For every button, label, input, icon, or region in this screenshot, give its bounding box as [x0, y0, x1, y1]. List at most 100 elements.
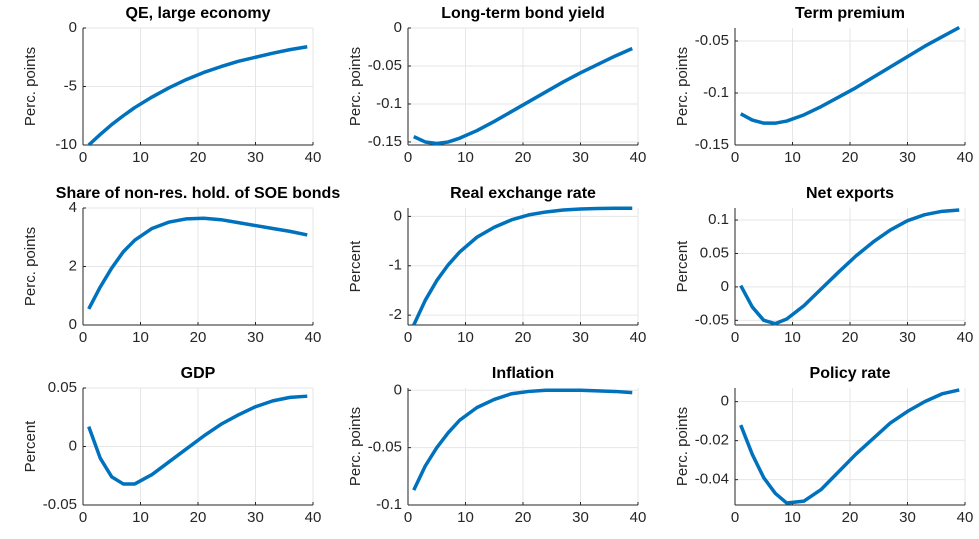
x-tick-label: 40 — [957, 149, 974, 166]
x-tick-label: 30 — [247, 149, 264, 166]
chart-title: Inflation — [492, 365, 554, 382]
y-axis-label: Perc. points — [347, 47, 364, 126]
chart-title: QE, large economy — [126, 5, 271, 22]
x-tick-label: 10 — [457, 149, 474, 166]
x-tick-label: 20 — [190, 329, 207, 346]
x-tick-label: 40 — [305, 329, 322, 346]
x-tick-label: 20 — [842, 509, 859, 526]
data-line — [739, 388, 960, 505]
y-tick-label: 0 — [394, 381, 402, 398]
chart-title: Net exports — [806, 185, 894, 202]
chart-title: Long-term bond yield — [441, 5, 605, 22]
y-axis-label: Perc. points — [22, 227, 39, 306]
y-axis-label: Perc. points — [674, 47, 691, 126]
x-tick-label: 40 — [630, 509, 647, 526]
data-line — [87, 216, 308, 310]
x-tick-label: 0 — [79, 509, 87, 526]
y-tick-label: -5 — [64, 77, 77, 94]
x-tick-label: 30 — [247, 329, 264, 346]
x-tick-label: 10 — [457, 509, 474, 526]
y-tick-label: -0.1 — [376, 95, 402, 112]
x-tick-label: 0 — [404, 149, 412, 166]
y-tick-label: 0.05 — [48, 379, 77, 396]
y-tick-label: 2 — [69, 257, 77, 274]
y-tick-label: -0.05 — [43, 496, 77, 513]
y-axis-label: Percent — [347, 240, 364, 293]
x-tick-label: 0 — [731, 509, 739, 526]
x-tick-label: 40 — [630, 149, 647, 166]
y-tick-label: 4 — [69, 199, 77, 216]
x-tick-label: 30 — [572, 509, 589, 526]
x-tick-label: 10 — [784, 149, 801, 166]
y-tick-label: -0.02 — [695, 432, 729, 449]
x-tick-label: 20 — [515, 329, 532, 346]
chart-title: Share of non-res. hold. of SOE bonds — [56, 185, 341, 202]
y-tick-label: -0.04 — [695, 471, 729, 488]
y-tick-label: -10 — [55, 136, 77, 153]
data-line — [413, 46, 633, 146]
x-tick-label: 10 — [784, 509, 801, 526]
x-tick-label: 0 — [404, 509, 412, 526]
y-tick-label: -1 — [389, 257, 402, 274]
y-axis-label: Percent — [22, 420, 39, 473]
y-tick-label: 0 — [721, 393, 729, 410]
data-line — [412, 206, 633, 326]
x-tick-label: 30 — [899, 509, 916, 526]
x-tick-label: 30 — [899, 149, 916, 166]
y-tick-label: -0.05 — [368, 439, 402, 456]
y-tick-label: -0.05 — [695, 32, 729, 49]
x-tick-label: 10 — [132, 329, 149, 346]
x-tick-label: 30 — [247, 509, 264, 526]
y-tick-label: 0 — [721, 278, 729, 295]
y-tick-label: 0 — [69, 316, 77, 333]
y-tick-label: 0 — [69, 437, 77, 454]
y-tick-label: 0 — [394, 207, 402, 224]
x-tick-label: 0 — [79, 329, 87, 346]
chart-title: Term premium — [795, 5, 905, 22]
x-tick-label: 30 — [572, 329, 589, 346]
y-tick-label: -0.1 — [703, 84, 729, 101]
x-tick-label: 10 — [132, 509, 149, 526]
x-tick-label: 0 — [79, 149, 87, 166]
x-tick-label: 40 — [957, 329, 974, 346]
x-tick-label: 30 — [899, 329, 916, 346]
x-tick-label: 20 — [190, 509, 207, 526]
y-tick-label: 0 — [394, 19, 402, 36]
x-tick-label: 10 — [132, 149, 149, 166]
x-tick-label: 20 — [190, 149, 207, 166]
x-tick-label: 0 — [404, 329, 412, 346]
x-tick-label: 20 — [515, 509, 532, 526]
x-tick-label: 10 — [784, 329, 801, 346]
x-tick-label: 40 — [305, 509, 322, 526]
x-tick-label: 0 — [731, 329, 739, 346]
y-axis-label: Perc. points — [674, 407, 691, 486]
data-line — [87, 394, 308, 486]
y-tick-label: -0.1 — [376, 496, 402, 513]
chart-title: GDP — [181, 365, 216, 382]
chart-title: Policy rate — [810, 365, 891, 382]
x-tick-label: 10 — [457, 329, 474, 346]
x-tick-label: 40 — [305, 149, 322, 166]
x-tick-label: 20 — [842, 149, 859, 166]
y-tick-label: 0.1 — [708, 211, 729, 228]
x-tick-label: 30 — [572, 149, 589, 166]
x-tick-label: 40 — [630, 329, 647, 346]
y-tick-label: -2 — [389, 306, 402, 323]
y-axis-label: Perc. points — [347, 407, 364, 486]
x-tick-label: 20 — [515, 149, 532, 166]
y-tick-label: -0.15 — [695, 136, 729, 153]
x-tick-label: 40 — [957, 509, 974, 526]
y-tick-label: 0 — [69, 19, 77, 36]
data-line — [412, 388, 633, 491]
x-tick-label: 0 — [731, 149, 739, 166]
x-tick-label: 20 — [842, 329, 859, 346]
data-line — [87, 44, 308, 147]
y-tick-label: -0.05 — [695, 311, 729, 328]
y-axis-label: Percent — [674, 240, 691, 293]
chart-title: Real exchange rate — [450, 185, 596, 202]
y-tick-label: 0.05 — [700, 244, 729, 261]
y-tick-label: -0.05 — [368, 57, 402, 74]
data-line — [739, 208, 960, 326]
